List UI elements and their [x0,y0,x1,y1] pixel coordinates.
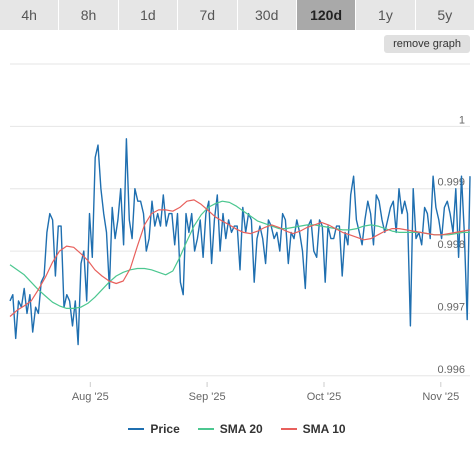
x-tick-label: Oct '25 [307,391,342,403]
y-tick-label: 0.996 [437,364,465,376]
remove-graph-button[interactable]: remove graph [384,35,470,53]
series-line-price[interactable] [9,138,471,346]
x-tick-label: Sep '25 [189,391,226,403]
tab-30d[interactable]: 30d [237,0,297,30]
tab-120d[interactable]: 120d [296,0,357,30]
legend-label-sma-10: SMA 10 [302,422,346,436]
legend-swatch-sma-10 [280,428,297,430]
tab-8h[interactable]: 8h [59,0,119,30]
chart-legend: Price SMA 20 SMA 10 [0,420,474,438]
series-line-sma-10[interactable] [9,199,471,317]
tab-1d[interactable]: 1d [118,0,179,30]
y-axis-ticks: 0.996 0.997 0.998 0.999 1 [437,114,465,375]
tab-7d[interactable]: 7d [178,0,238,30]
tab-1y[interactable]: 1y [356,0,416,30]
y-tick-label: 0.997 [437,301,465,313]
grid-lines [10,63,470,377]
tab-5y[interactable]: 5y [415,0,474,30]
timeframe-tabs: 4h 8h 1d 7d 30d 120d 1y 5y [0,0,474,30]
y-tick-label: 0.998 [437,239,465,251]
y-tick-label: 0.999 [437,177,465,189]
x-tick-label: Nov '25 [422,391,459,403]
legend-label-price: Price [150,422,180,436]
x-axis-ticks: Aug '25 Sep '25 Oct '25 Nov '25 [72,382,459,403]
legend-swatch-price [128,428,145,430]
series-line-sma-20[interactable] [9,200,470,309]
legend-item-sma-10[interactable]: SMA 10 [280,422,346,436]
tab-4h[interactable]: 4h [0,0,60,30]
y-tick-label: 1 [459,114,465,126]
legend-label-sma-20: SMA 20 [219,422,263,436]
legend-item-price[interactable]: Price [128,422,180,436]
legend-item-sma-20[interactable]: SMA 20 [197,422,263,436]
series-lines [9,138,471,346]
x-tick-label: Aug '25 [72,391,109,403]
legend-swatch-sma-20 [197,428,214,430]
